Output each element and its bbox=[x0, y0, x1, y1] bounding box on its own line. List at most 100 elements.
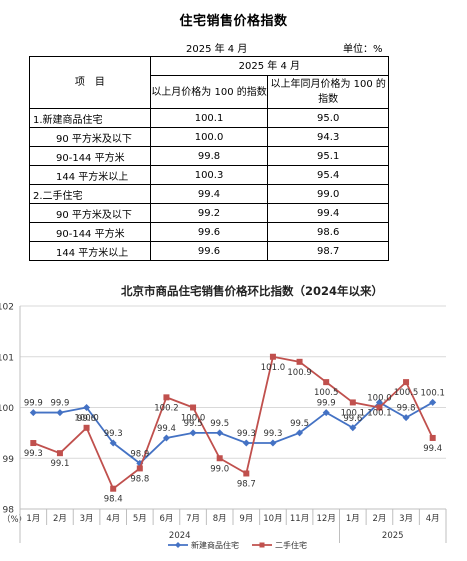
data-point bbox=[110, 485, 117, 492]
mom-cell: 99.6 bbox=[149, 241, 269, 261]
table-row: 1.新建商品住宅 100.1 95.0 bbox=[29, 108, 389, 128]
mom-header: 以上月价格为 100 的指数 bbox=[149, 75, 269, 109]
table-row: 90 平方米及以下 99.2 99.4 bbox=[29, 203, 389, 223]
data-point bbox=[163, 394, 170, 401]
index-line-chart: 北京市商品住宅销售价格环比指数（2024年以来） 98 99 100 101 102 （%… bbox=[0, 284, 447, 550]
table-row: 2.二手住宅 99.4 99.0 bbox=[29, 184, 389, 204]
legend-marker bbox=[259, 542, 265, 548]
x-tick-label: 9月 bbox=[239, 514, 253, 524]
data-label: 99.8 bbox=[397, 404, 416, 414]
data-label: 100.9 bbox=[287, 368, 311, 378]
data-point bbox=[83, 404, 91, 411]
data-label: 99.0 bbox=[210, 464, 229, 474]
group-header: 2025 年 4 月 bbox=[149, 56, 390, 76]
data-point bbox=[189, 429, 197, 437]
row-label: 90-144 平方米 bbox=[29, 146, 151, 166]
x-tick-label: 3月 bbox=[399, 514, 413, 524]
table-row: 144 平方米以上 99.6 98.7 bbox=[29, 241, 389, 261]
data-point bbox=[269, 439, 277, 447]
y-unit-label: （%） bbox=[2, 514, 27, 525]
data-label: 99.3 bbox=[104, 429, 123, 439]
yoy-cell: 98.7 bbox=[267, 241, 389, 261]
data-point bbox=[243, 470, 250, 477]
chart-legend: 新建商品住宅 二手住宅 bbox=[168, 540, 307, 550]
mom-cell: 99.4 bbox=[149, 184, 269, 204]
yoy-cell: 99.4 bbox=[267, 203, 389, 223]
mom-cell: 100.0 bbox=[149, 127, 269, 147]
data-point bbox=[56, 409, 64, 417]
data-point bbox=[322, 409, 330, 417]
price-index-table: 项 目 2025 年 4 月 以上月价格为 100 的指数 以上年同月价格为 1… bbox=[29, 56, 390, 261]
data-labels: 99.999.399.999.1100.099.699.398.498.998.… bbox=[24, 363, 445, 505]
table-row: 144 平方米以上 100.3 95.4 bbox=[29, 165, 389, 185]
data-label: 99.3 bbox=[24, 449, 43, 459]
data-point bbox=[216, 455, 223, 462]
table-row: 90-144 平方米 99.8 95.1 bbox=[29, 146, 389, 166]
chart-series bbox=[29, 353, 437, 492]
y-tick-label: 98 bbox=[3, 506, 15, 516]
data-label: 100.5 bbox=[314, 388, 338, 398]
yoy-cell: 94.3 bbox=[267, 127, 389, 147]
data-point bbox=[349, 399, 356, 406]
page-title: 住宅销售价格指数 bbox=[179, 14, 288, 29]
row-label: 90-144 平方米 bbox=[29, 222, 151, 242]
x-tick-label: 4月 bbox=[106, 514, 120, 524]
x-tick-label: 3月 bbox=[80, 514, 94, 524]
yoy-cell: 99.0 bbox=[267, 184, 389, 204]
yoy-cell: 95.0 bbox=[267, 108, 389, 128]
data-label: 100.0 bbox=[367, 394, 391, 404]
data-point bbox=[30, 440, 37, 447]
data-point bbox=[83, 424, 90, 431]
x-tick-label: 1月 bbox=[26, 514, 40, 524]
data-label: 99.6 bbox=[77, 414, 96, 424]
data-label: 100.2 bbox=[154, 403, 178, 413]
chart-title: 北京市商品住宅销售价格环比指数（2024年以来） bbox=[121, 284, 383, 298]
row-label: 90 平方米及以下 bbox=[29, 127, 151, 147]
yoy-header: 以上年同月价格为 100 的指数 bbox=[267, 75, 389, 109]
x-tick-label: 11月 bbox=[290, 514, 309, 524]
data-label: 99.5 bbox=[210, 419, 229, 429]
data-point bbox=[136, 465, 143, 472]
data-point bbox=[296, 358, 303, 365]
x-tick-label: 7月 bbox=[186, 514, 200, 524]
data-point bbox=[349, 424, 357, 432]
data-label: 99.5 bbox=[290, 419, 309, 429]
data-label: 100.0 bbox=[181, 414, 205, 424]
y-axis: 98 99 100 101 102 （%） bbox=[0, 303, 27, 526]
y-tick-label: 101 bbox=[0, 353, 14, 363]
data-label: 100.1 bbox=[341, 408, 365, 418]
x-tick-label: 8月 bbox=[213, 514, 227, 524]
x-tick-label: 12月 bbox=[317, 514, 336, 524]
year-label: 2024 bbox=[169, 531, 191, 541]
table-header-row: 项 目 2025 年 4 月 bbox=[29, 56, 390, 109]
row-label: 2.二手住宅 bbox=[29, 184, 151, 204]
data-point bbox=[323, 379, 330, 386]
data-label: 98.7 bbox=[237, 479, 256, 489]
table-row: 90 平方米及以下 100.0 94.3 bbox=[29, 127, 389, 147]
x-tick-label: 4月 bbox=[426, 514, 440, 524]
data-label: 99.3 bbox=[237, 429, 256, 439]
data-point bbox=[375, 398, 383, 406]
data-label: 99.6 bbox=[343, 414, 362, 424]
x-axis: 1月 2月 3月 4月 5月 6月 7月 8月 9月 10月 11月 12月 1月 2月 3月 4月 2024 2… bbox=[19, 509, 447, 543]
legend-marker bbox=[175, 542, 181, 548]
data-point bbox=[376, 404, 383, 411]
y-tick-label: 102 bbox=[0, 303, 14, 313]
data-label: 100.1 bbox=[367, 408, 391, 418]
y-tick-label: 99 bbox=[3, 455, 15, 465]
x-tick-label: 10月 bbox=[263, 514, 282, 524]
mom-cell: 99.2 bbox=[149, 203, 269, 223]
row-label: 144 平方米以上 bbox=[29, 241, 151, 261]
data-label: 99.4 bbox=[157, 424, 176, 434]
row-label: 144 平方米以上 bbox=[29, 165, 151, 185]
data-label: 99.4 bbox=[423, 444, 442, 454]
mom-cell: 100.1 bbox=[149, 108, 269, 128]
table-row: 90-144 平方米 99.6 98.6 bbox=[29, 222, 389, 242]
data-label: 100.1 bbox=[421, 388, 445, 398]
data-point bbox=[429, 434, 436, 441]
x-tick-label: 1月 bbox=[346, 514, 360, 524]
data-label: 100.0 bbox=[74, 414, 98, 424]
mom-cell: 99.8 bbox=[149, 146, 269, 166]
series-line-1 bbox=[33, 401, 434, 465]
data-point bbox=[56, 450, 63, 457]
